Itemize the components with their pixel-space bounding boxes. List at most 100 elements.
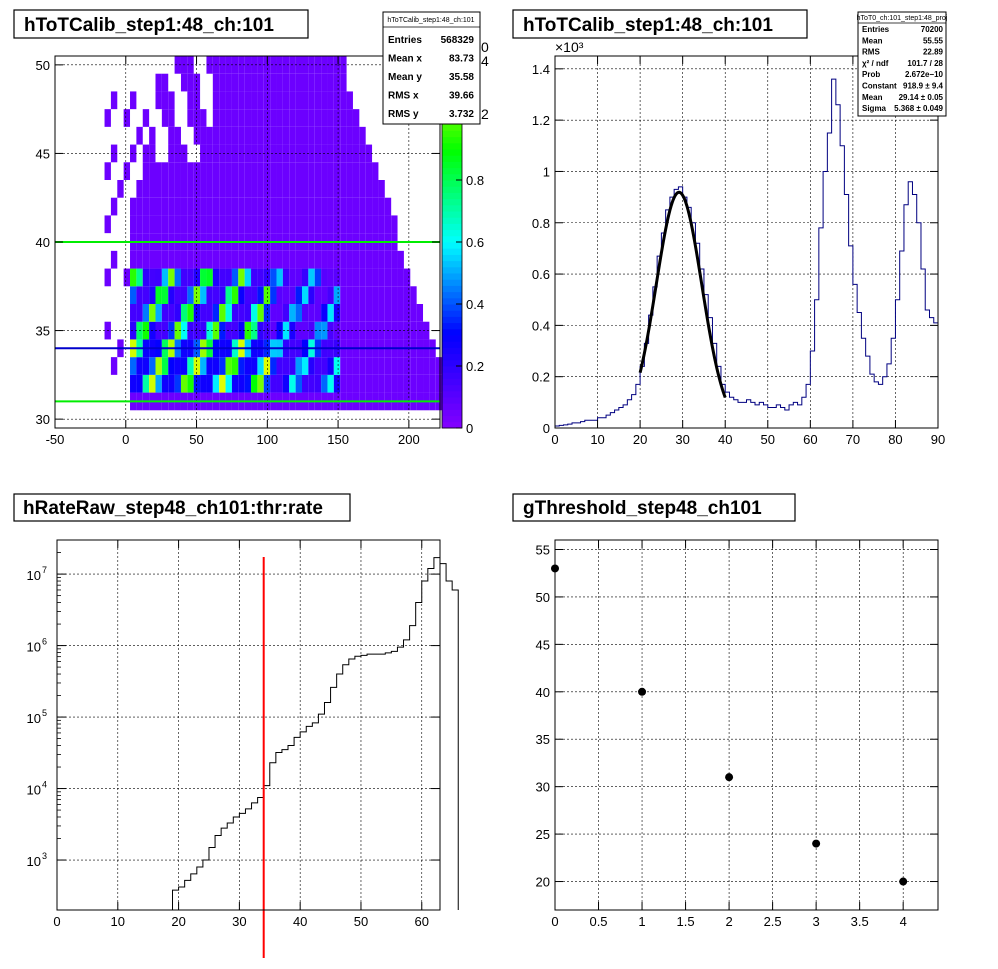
- heatmap-bin: [136, 180, 142, 198]
- heatmap-bin: [308, 91, 314, 109]
- heatmap-bin: [219, 251, 225, 269]
- heatmap-bin: [200, 127, 206, 145]
- y-tick-exponent: 5: [42, 708, 47, 718]
- x-tick-label: 100: [256, 432, 278, 447]
- stats-row-label: Mean: [862, 93, 883, 102]
- heatmap-bin: [366, 180, 372, 198]
- heatmap-bin: [187, 109, 193, 127]
- heatmap-bin: [124, 109, 130, 127]
- x-tick-label: 10: [111, 914, 125, 929]
- heatmap-bin: [277, 375, 283, 393]
- heatmap-bin: [353, 180, 359, 198]
- heatmap-bin: [238, 127, 244, 145]
- heatmap-bin: [187, 198, 193, 216]
- heatmap-bin: [194, 162, 200, 180]
- heatmap-bin: [155, 215, 161, 233]
- heatmap-bin: [251, 74, 257, 92]
- x-tick-label: 2: [725, 914, 732, 929]
- panel-tr-title: hToTCalib_step1:48_ch:101: [523, 15, 773, 36]
- x-tick-label: 70: [846, 432, 860, 447]
- palette-bin: [442, 409, 462, 416]
- heatmap-bin: [245, 109, 251, 127]
- heatmap-bin: [366, 269, 372, 287]
- heatmap-bin: [289, 286, 295, 304]
- heatmap-bin: [187, 304, 193, 322]
- heatmap-bin: [296, 304, 302, 322]
- heatmap-bin: [296, 198, 302, 216]
- heatmap-bin: [181, 304, 187, 322]
- heatmap-bin: [347, 286, 353, 304]
- stats-row-value: 29.14 ± 0.05: [899, 93, 944, 102]
- palette-clipped-label-2: 2: [481, 106, 489, 122]
- heatmap-bin: [289, 251, 295, 269]
- heatmap-bin: [257, 180, 263, 198]
- heatmap-bin: [111, 198, 117, 216]
- heatmap-bin: [391, 286, 397, 304]
- heatmap-bin: [213, 357, 219, 375]
- heatmap-bin: [270, 251, 276, 269]
- heatmap-bin: [181, 375, 187, 393]
- palette-clipped-label-4: 4: [481, 53, 489, 69]
- x-tick-label: 30: [232, 914, 246, 929]
- heatmap-bin: [257, 286, 263, 304]
- stats-row-value: 35.58: [449, 72, 474, 83]
- heatmap-bin: [334, 91, 340, 109]
- heatmap-bin: [327, 180, 333, 198]
- heatmap-bin: [213, 286, 219, 304]
- heatmap-bin: [238, 198, 244, 216]
- heatmap-bin: [410, 375, 416, 393]
- heatmap-bin: [168, 109, 174, 127]
- heatmap-bin: [206, 375, 212, 393]
- heatmap-bin: [385, 357, 391, 375]
- heatmap-bin: [181, 198, 187, 216]
- heatmap-bin: [206, 286, 212, 304]
- heatmap-bin: [175, 375, 181, 393]
- heatmap-bin: [206, 304, 212, 322]
- heatmap-bin: [353, 109, 359, 127]
- heatmap-bin: [181, 74, 187, 92]
- heatmap-bin: [283, 180, 289, 198]
- palette-bin: [442, 298, 462, 305]
- palette-bin: [442, 124, 462, 131]
- heatmap-bin: [296, 74, 302, 92]
- x-tick-label: 0.5: [589, 914, 607, 929]
- heatmap-bin: [219, 109, 225, 127]
- palette-label: 0.6: [466, 235, 484, 250]
- heatmap-bin: [181, 215, 187, 233]
- heatmap-bin: [340, 74, 346, 92]
- heatmap-bin: [219, 269, 225, 287]
- palette-bin: [442, 366, 462, 373]
- heatmap-bin: [302, 304, 308, 322]
- data-point: [812, 840, 820, 848]
- heatmap-bin: [296, 91, 302, 109]
- y-tick-label: 50: [536, 590, 550, 605]
- palette-bin: [442, 304, 462, 311]
- heatmap-bin: [340, 180, 346, 198]
- heatmap-bin: [245, 91, 251, 109]
- heatmap-bin: [155, 251, 161, 269]
- heatmap-bin: [200, 375, 206, 393]
- heatmap-bin: [347, 109, 353, 127]
- x-tick-label: 40: [718, 432, 732, 447]
- heatmap-bin: [219, 375, 225, 393]
- heatmap-bin: [162, 109, 168, 127]
- heatmap-bin: [340, 109, 346, 127]
- heatmap-bin: [315, 198, 321, 216]
- x-tick-label: 3.5: [851, 914, 869, 929]
- heatmap-bin: [226, 127, 232, 145]
- heatmap-bin: [347, 180, 353, 198]
- palette-bin: [442, 391, 462, 398]
- heatmap-bin: [289, 375, 295, 393]
- heatmap-bin: [353, 251, 359, 269]
- x-tick-label: 200: [398, 432, 420, 447]
- heatmap-bin: [277, 180, 283, 198]
- heatmap-bin: [136, 375, 142, 393]
- heatmap-bin: [270, 215, 276, 233]
- palette-bin: [442, 137, 462, 144]
- heatmap-bin: [187, 251, 193, 269]
- heatmap-bin: [257, 215, 263, 233]
- y-tick-label: 25: [536, 827, 550, 842]
- heatmap-bin: [226, 269, 232, 287]
- heatmap-bin: [289, 198, 295, 216]
